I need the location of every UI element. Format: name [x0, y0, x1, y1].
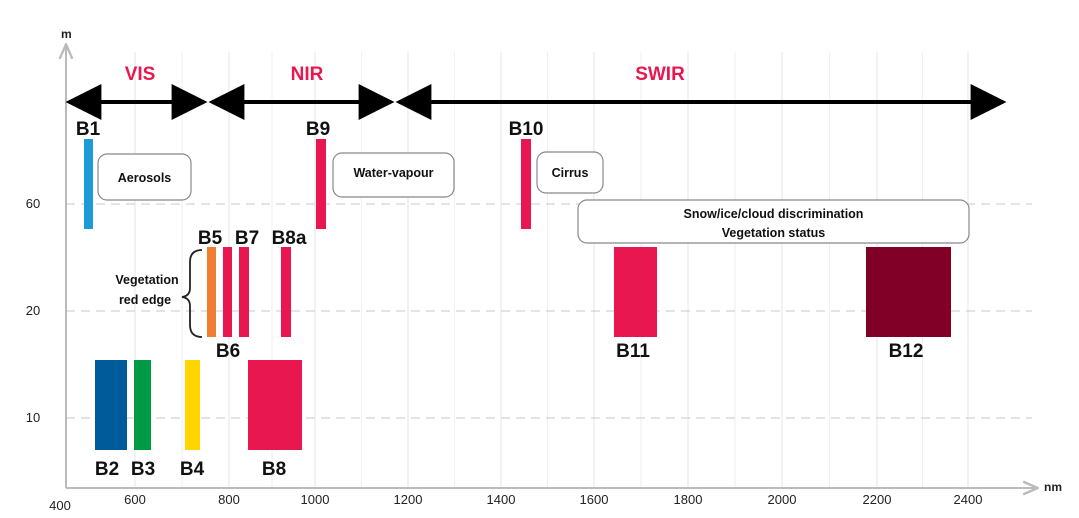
annotation-text-3: Snow/ice/cloud discrimination [684, 207, 864, 221]
band-label-b7: B7 [235, 228, 259, 249]
band-bar-b2 [95, 360, 127, 450]
band-bar-b7 [239, 247, 249, 337]
band-bar-b3 [134, 360, 151, 450]
grid-layer [66, 52, 1032, 488]
band-bar-b12 [866, 247, 951, 337]
annotations-layer: Aerosols Water-vapour Cirrus Snow/ice/cloud… [97, 151, 970, 338]
band-label-b8: B8 [262, 459, 286, 480]
band-bar-b5 [207, 247, 216, 337]
y-unit-label: m [61, 27, 72, 41]
x-tick-label-2200: 2200 [863, 492, 892, 507]
x-tick-label-2400: 2400 [954, 492, 983, 507]
annotation-red-edge-line2: red edge [119, 293, 171, 307]
annotation-text-0: Aerosols [118, 171, 172, 185]
band-bar-b4 [185, 360, 200, 450]
spectral-regions-layer: VIS NIR SWIR [65, 64, 1007, 120]
x-tick-label-600: 600 [124, 492, 146, 507]
band-bar-b8 [248, 360, 302, 450]
annotation-text-1: Water-vapour [353, 166, 433, 180]
band-bar-b10 [521, 139, 531, 229]
band-label-b6: B6 [216, 341, 240, 362]
x-unit-label: nm [1044, 480, 1062, 494]
band-label-b12: B12 [889, 341, 924, 362]
band-label-b2: B2 [95, 459, 119, 480]
x-tick-label-1200: 1200 [394, 492, 423, 507]
region-label-nir: NIR [291, 64, 324, 85]
band-label-b11: B11 [616, 341, 650, 362]
annotation-text-2: Cirrus [552, 166, 589, 180]
region-label-swir: SWIR [635, 64, 685, 85]
band-label-b3: B3 [131, 459, 155, 480]
band-bar-b8a [281, 247, 291, 337]
x-tick-label-1400: 1400 [487, 492, 516, 507]
annotation-box-3 [577, 199, 970, 244]
red-edge-brace [181, 249, 203, 338]
x-tick-label-400: 400 [49, 498, 71, 513]
y-tick-label-60: 60 [26, 196, 40, 211]
region-label-vis: VIS [125, 64, 156, 85]
annotation-box-2 [536, 151, 604, 194]
band-label-b5: B5 [198, 228, 223, 249]
y-tick-label-10: 10 [26, 410, 40, 425]
band-bar-b11 [614, 247, 657, 337]
annotation-text-3-line2: Vegetation status [722, 226, 826, 240]
annotation-red-edge-line1: Vegetation [115, 273, 178, 287]
band-label-b1: B1 [76, 119, 101, 140]
band-label-b10: B10 [509, 119, 544, 140]
band-label-b9: B9 [306, 119, 330, 140]
x-tick-label-1800: 1800 [674, 492, 703, 507]
band-bar-b1 [84, 139, 93, 229]
annotation-box-1 [332, 152, 455, 198]
band-bar-b9 [316, 139, 326, 229]
x-tick-label-1600: 1600 [580, 492, 609, 507]
band-label-b8a: B8a [272, 228, 307, 249]
x-tick-label-1000: 1000 [301, 492, 330, 507]
annotation-box-0 [97, 153, 192, 201]
band-bar-b6 [223, 247, 232, 337]
x-tick-label-800: 800 [218, 492, 240, 507]
band-label-b4: B4 [180, 459, 205, 480]
bands-layer: B1 B2 B3 B4 B5 B6 B7 B8 B8a B9 B10 B11 B12 [76, 119, 951, 480]
x-tick-label-2000: 2000 [768, 492, 797, 507]
y-tick-label-20: 20 [26, 303, 40, 318]
